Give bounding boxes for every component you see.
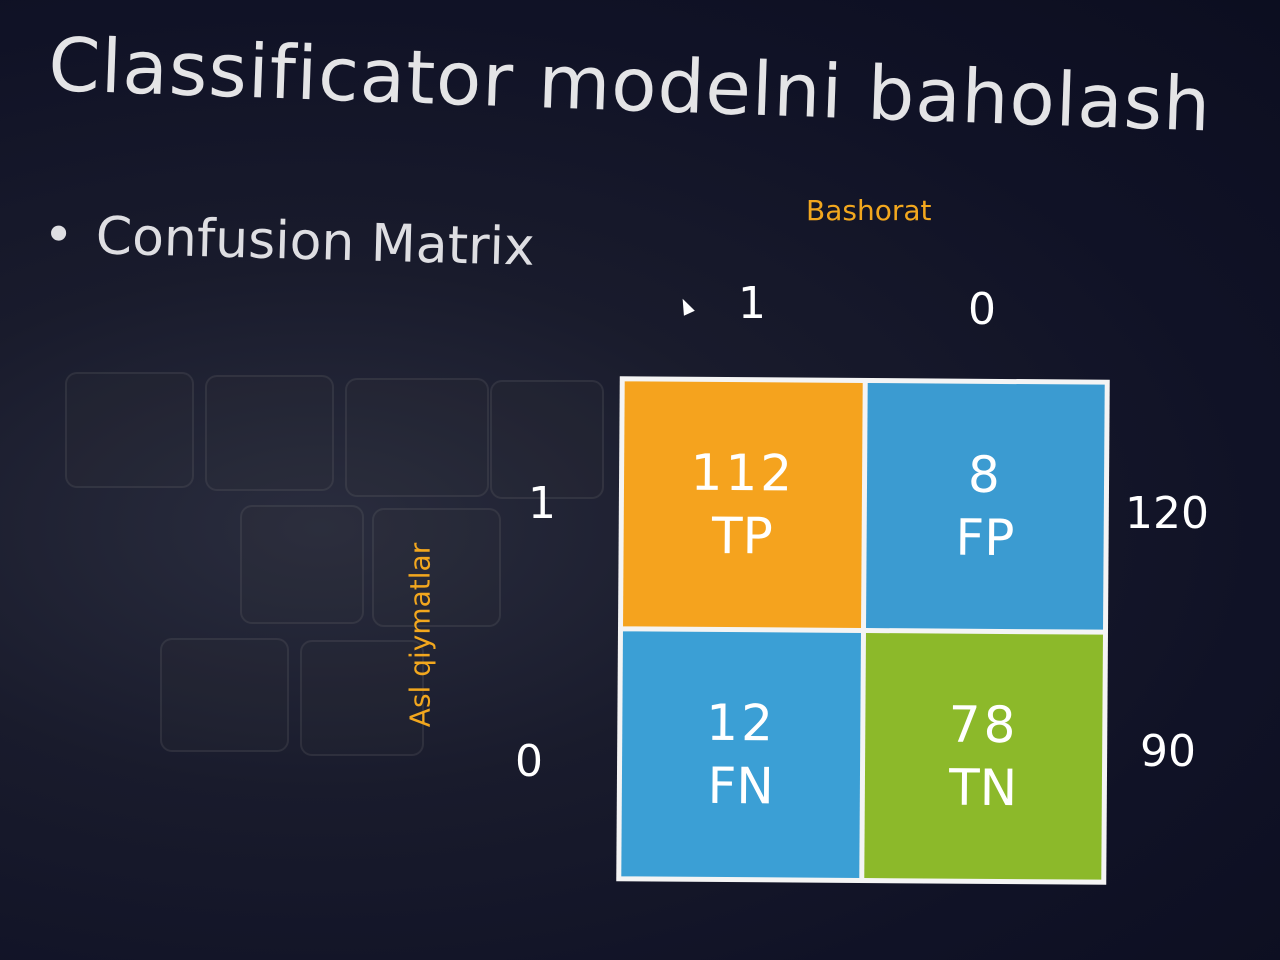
- cell-value: 8: [967, 445, 1003, 504]
- cell-value: 12: [706, 693, 777, 753]
- predicted-label-0: 0: [968, 284, 996, 335]
- cell-label: TP: [711, 506, 773, 565]
- reflection-key: [300, 640, 424, 756]
- predicted-axis-title: Bashorat: [806, 194, 932, 227]
- cell-value: 112: [690, 443, 796, 503]
- confusion-matrix: 112 TP 8 FP 12 FN 78 TN: [616, 376, 1110, 885]
- predicted-label-1: 1: [738, 278, 766, 329]
- actual-label-1: 1: [528, 478, 556, 529]
- reflection-key: [345, 378, 489, 497]
- reflection-key: [65, 372, 194, 488]
- row-total-1: 120: [1125, 488, 1209, 539]
- reflection-key: [490, 380, 604, 499]
- cell-false-negative: 12 FN: [621, 631, 861, 878]
- row-total-0: 90: [1140, 726, 1196, 777]
- cell-label: FN: [707, 756, 774, 815]
- reflection-key: [205, 375, 334, 491]
- slide-title: Classificator modelni baholash: [46, 22, 1213, 149]
- reflection-key: [160, 638, 289, 752]
- bullet-text: Confusion Matrix: [95, 206, 536, 278]
- cell-value: 78: [948, 695, 1019, 755]
- reflection-key: [240, 505, 364, 624]
- reflection-key: [372, 508, 501, 627]
- actual-label-0: 0: [515, 736, 543, 787]
- actual-axis-title: Asl qiymatlar: [403, 542, 437, 728]
- cell-label: FP: [955, 508, 1015, 567]
- mouse-cursor-icon: [677, 296, 695, 316]
- bullet-item: • Confusion Matrix: [42, 205, 535, 278]
- cell-true-negative: 78 TN: [863, 633, 1103, 880]
- cell-label: TN: [948, 758, 1018, 817]
- cell-true-positive: 112 TP: [623, 381, 863, 628]
- bullet-marker: •: [42, 205, 75, 266]
- cell-false-positive: 8 FP: [865, 383, 1105, 630]
